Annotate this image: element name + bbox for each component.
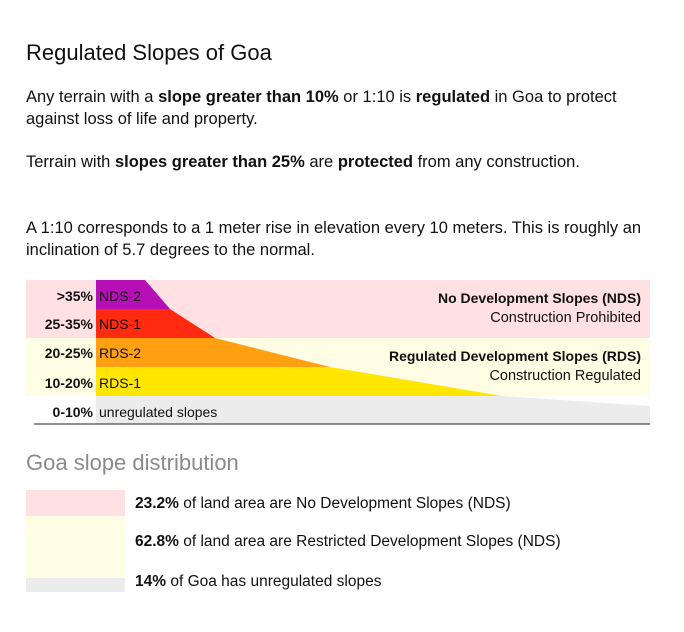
intro-paragraph-protected: Terrain with slopes greater than 25% are… bbox=[26, 151, 656, 173]
intro-text-run: or 1:10 is bbox=[338, 88, 416, 106]
band-range-label: 25-35% bbox=[45, 316, 94, 332]
rds-legend-swatch bbox=[26, 516, 125, 578]
distribution-text: of land area are Restricted Development … bbox=[178, 533, 561, 550]
nds-zone-desc: Construction Prohibited bbox=[490, 310, 641, 326]
band-code-label: NDS-1 bbox=[99, 316, 141, 332]
band-code-label: RDS-2 bbox=[99, 345, 141, 361]
intro-paragraph-ratio: A 1:10 corresponds to a 1 meter rise in … bbox=[26, 217, 656, 261]
rds-zone-desc: Construction Regulated bbox=[489, 368, 641, 384]
distribution-value: 62.8% bbox=[135, 533, 179, 550]
band-range-label: 0-10% bbox=[53, 404, 94, 420]
distribution-item-nds: 23.2% of land area are No Development Sl… bbox=[135, 495, 511, 513]
intro-text-run: A 1:10 corresponds to a 1 meter rise in … bbox=[26, 219, 642, 259]
band-code-label: unregulated slopes bbox=[99, 404, 217, 420]
band-range-label: 10-20% bbox=[45, 375, 94, 391]
nds-zone-name: No Development Slopes (NDS) bbox=[438, 290, 641, 306]
nds-legend-swatch bbox=[26, 490, 125, 516]
distribution-value: 14% bbox=[135, 573, 167, 590]
intro-text-run: slope greater than 10% bbox=[158, 88, 339, 106]
band-code-label: NDS-2 bbox=[99, 288, 141, 304]
intro-paragraph-regulated: Any terrain with a slope greater than 10… bbox=[26, 86, 656, 130]
rds-zone-name: Regulated Development Slopes (RDS) bbox=[389, 348, 641, 364]
band-range-label: >35% bbox=[57, 288, 94, 304]
intro-text-run: are bbox=[304, 153, 338, 171]
distribution-item-unregulated: 14% of Goa has unregulated slopes bbox=[135, 573, 381, 591]
intro-text-run: regulated bbox=[415, 88, 491, 106]
distribution-text: of Goa has unregulated slopes bbox=[166, 573, 382, 590]
distribution-value: 23.2% bbox=[135, 495, 179, 512]
intro-text-run: protected bbox=[337, 153, 413, 171]
band-range-label: 20-25% bbox=[45, 345, 94, 361]
page-title: Regulated Slopes of Goa bbox=[26, 40, 272, 65]
slope-diagram: >35% 25-35% 20-25% 10-20% 0-10% NDS-2 ND… bbox=[26, 280, 650, 425]
distribution-text: of land area are No Development Slopes (… bbox=[178, 495, 511, 512]
distribution-item-rds: 62.8% of land area are Restricted Develo… bbox=[135, 533, 561, 551]
intro-text-run: Terrain with bbox=[26, 153, 115, 171]
intro-text-run: slopes greater than 25% bbox=[114, 153, 305, 171]
band-nds-2-shape bbox=[96, 280, 170, 309]
unregulated-legend-swatch bbox=[26, 578, 125, 592]
distribution-title: Goa slope distribution bbox=[26, 450, 239, 475]
band-rds-2-shape bbox=[96, 338, 330, 367]
band-rds-1-shape bbox=[96, 367, 502, 396]
band-code-label: RDS-1 bbox=[99, 375, 141, 391]
intro-text-run: Any terrain with a bbox=[26, 88, 159, 106]
band-nds-1-shape bbox=[96, 309, 215, 338]
intro-text-run: from any construction. bbox=[413, 153, 580, 171]
intro-text-run: in Goa to protect against loss of life a… bbox=[26, 88, 617, 128]
band-unregulated-shape bbox=[96, 396, 650, 424]
